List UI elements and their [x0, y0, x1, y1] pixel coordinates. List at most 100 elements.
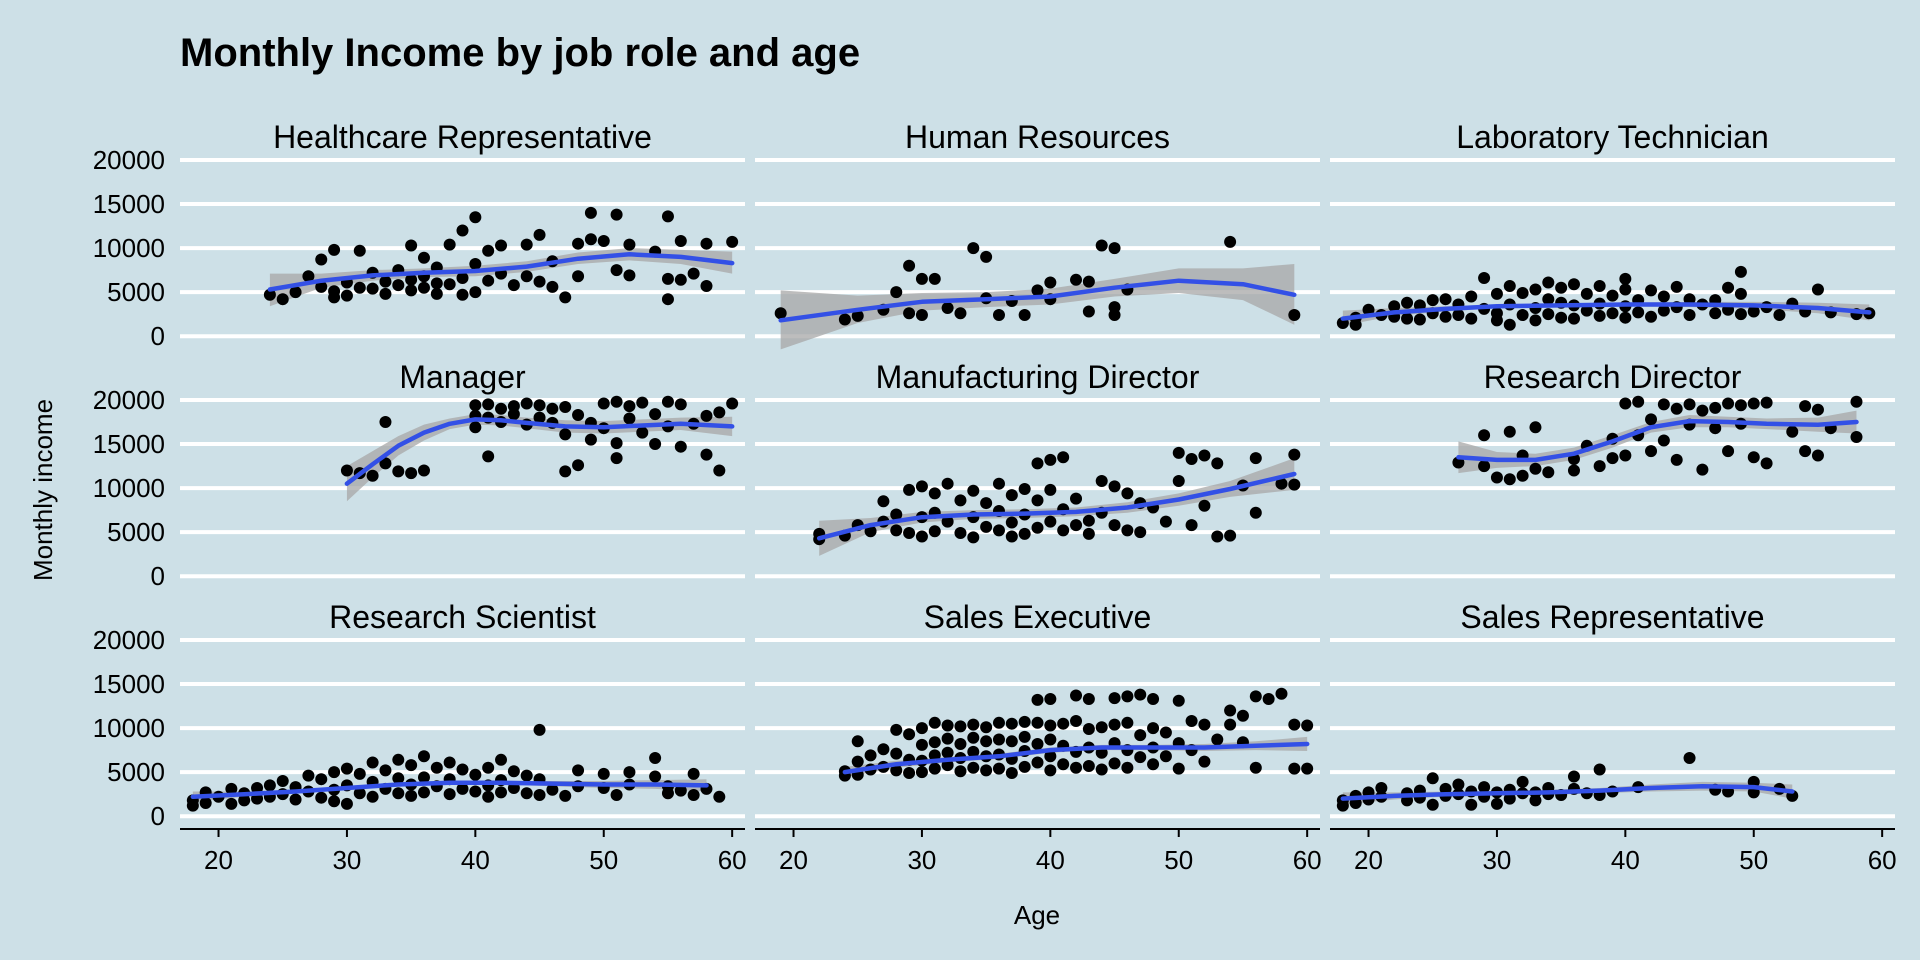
- data-point: [430, 761, 443, 774]
- data-point: [1567, 770, 1580, 783]
- data-point: [572, 237, 585, 250]
- y-tick-label: 15000: [93, 669, 165, 699]
- data-point: [674, 398, 687, 411]
- data-point: [915, 480, 928, 493]
- data-point: [941, 515, 954, 528]
- panel-manufacturing-director: Manufacturing Director: [755, 359, 1320, 579]
- data-point: [289, 286, 302, 299]
- data-point: [1683, 309, 1696, 322]
- data-point: [877, 495, 890, 508]
- data-point: [1567, 464, 1580, 477]
- x-axis-3: 20 30 40 50 60: [1330, 828, 1897, 875]
- data-point: [559, 401, 572, 414]
- data-point: [1288, 718, 1301, 731]
- data-point: [1082, 275, 1095, 288]
- data-point: [1082, 759, 1095, 772]
- data-point: [1031, 693, 1044, 706]
- confidence-band: [780, 263, 1295, 350]
- data-point: [1490, 287, 1503, 300]
- data-point: [1134, 688, 1147, 701]
- data-point: [1301, 762, 1314, 775]
- data-point: [890, 723, 903, 736]
- data-point: [1542, 293, 1555, 306]
- data-point: [915, 738, 928, 751]
- data-point: [1198, 449, 1211, 462]
- data-point: [1288, 309, 1301, 322]
- panel-sales-representative: Sales Representative: [1330, 599, 1895, 819]
- data-point: [1413, 313, 1426, 326]
- data-point: [366, 469, 379, 482]
- data-point: [610, 395, 623, 408]
- data-point: [263, 779, 276, 792]
- data-point: [700, 279, 713, 292]
- data-point: [1516, 775, 1529, 788]
- data-point: [967, 731, 980, 744]
- data-point: [353, 767, 366, 780]
- data-point: [199, 796, 212, 809]
- data-point: [1773, 309, 1786, 322]
- data-point: [1224, 704, 1237, 717]
- data-point: [1490, 314, 1503, 327]
- data-point: [661, 395, 674, 408]
- data-point: [251, 782, 264, 794]
- data-point: [1095, 239, 1108, 252]
- data-point: [1426, 772, 1439, 785]
- data-point: [1503, 473, 1516, 486]
- data-point: [726, 235, 739, 248]
- data-point: [915, 722, 928, 735]
- data-point: [610, 437, 623, 450]
- panel-manager: 0 5000 10000 15000 20000 Manager: [93, 359, 745, 591]
- data-point: [915, 309, 928, 322]
- data-point: [623, 400, 636, 413]
- data-point: [713, 790, 726, 803]
- data-point: [1516, 469, 1529, 482]
- data-point: [572, 408, 585, 421]
- data-point: [1044, 483, 1057, 496]
- data-point: [915, 530, 928, 543]
- data-point: [1224, 235, 1237, 248]
- data-point: [1159, 726, 1172, 739]
- data-point: [1147, 693, 1160, 706]
- data-point: [1465, 798, 1478, 811]
- data-point: [1657, 304, 1670, 317]
- data-point: [392, 753, 405, 766]
- data-point: [1275, 687, 1288, 700]
- data-point: [1301, 719, 1314, 732]
- data-point: [636, 396, 649, 409]
- data-point: [1044, 453, 1057, 466]
- data-point: [1044, 719, 1057, 732]
- data-point: [700, 237, 713, 250]
- data-point: [353, 244, 366, 257]
- x-tick-label: 20: [204, 845, 233, 875]
- data-point: [1018, 760, 1031, 773]
- data-point: [1529, 421, 1542, 434]
- data-point: [392, 279, 405, 292]
- data-point: [328, 766, 341, 779]
- data-point: [1134, 526, 1147, 539]
- trend-line: [190, 780, 709, 800]
- data-point: [941, 477, 954, 490]
- data-point: [1375, 782, 1388, 794]
- y-axis-label: Monthly income: [28, 399, 58, 581]
- data-point: [1529, 283, 1542, 296]
- x-tick-label: 30: [907, 845, 936, 875]
- data-point: [1044, 750, 1057, 763]
- data-point: [1121, 524, 1134, 537]
- data-point: [890, 764, 903, 777]
- data-point: [1082, 693, 1095, 706]
- data-point: [1811, 403, 1824, 416]
- data-point: [1121, 716, 1134, 729]
- data-point: [507, 408, 520, 421]
- panel-human-resources: Human Resources: [755, 119, 1320, 350]
- data-point: [1580, 304, 1593, 317]
- data-point: [366, 756, 379, 769]
- x-tick-label: 20: [1354, 845, 1383, 875]
- data-point: [469, 211, 482, 224]
- data-point: [1657, 290, 1670, 303]
- data-point: [851, 309, 864, 322]
- data-point: [456, 272, 469, 285]
- data-point: [941, 302, 954, 314]
- data-point: [1593, 460, 1606, 473]
- data-point: [903, 307, 916, 320]
- trend-line: [1340, 783, 1795, 801]
